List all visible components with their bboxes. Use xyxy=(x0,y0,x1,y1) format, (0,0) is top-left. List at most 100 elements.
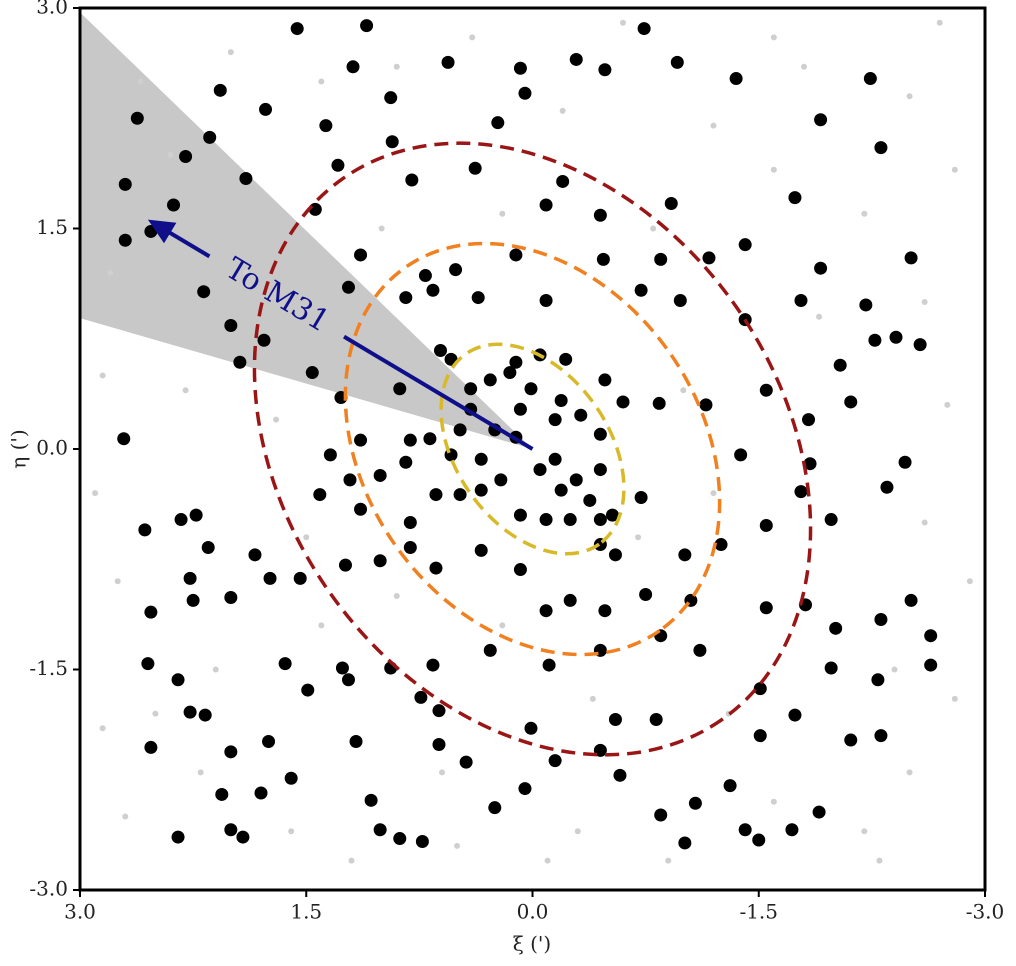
member-star xyxy=(483,373,497,387)
member-star xyxy=(634,283,648,297)
faint-star xyxy=(92,490,99,497)
member-star xyxy=(924,658,938,672)
member-star xyxy=(593,513,607,527)
x-tick-label: -3.0 xyxy=(966,900,1005,924)
member-star xyxy=(598,63,612,77)
member-star xyxy=(197,285,211,299)
member-star xyxy=(305,366,319,380)
member-star xyxy=(503,366,517,380)
member-star xyxy=(753,682,767,696)
member-star xyxy=(494,473,508,487)
member-star xyxy=(364,793,378,807)
member-star xyxy=(144,605,158,619)
y-tick-label: 1.5 xyxy=(36,215,68,239)
member-star xyxy=(539,294,553,308)
faint-star xyxy=(227,49,234,56)
y-tick-label: 3.0 xyxy=(36,0,68,19)
member-star xyxy=(346,60,360,74)
plot-area xyxy=(80,12,973,864)
member-star xyxy=(673,294,687,308)
member-star xyxy=(426,658,440,672)
member-star xyxy=(513,508,527,522)
member-star xyxy=(354,248,368,262)
member-star xyxy=(423,432,437,446)
member-star xyxy=(167,198,181,212)
member-star xyxy=(913,338,927,352)
member-star xyxy=(559,352,573,366)
member-star xyxy=(702,251,716,265)
member-star xyxy=(224,590,238,604)
member-star xyxy=(788,191,802,205)
member-star xyxy=(373,554,387,568)
arrow-shaft xyxy=(343,334,534,451)
member-star xyxy=(634,491,648,505)
member-star xyxy=(596,252,610,266)
member-star xyxy=(236,830,250,844)
faint-star xyxy=(589,695,596,702)
member-star xyxy=(803,457,817,471)
member-star xyxy=(429,561,443,575)
member-star xyxy=(613,768,627,782)
member-star xyxy=(117,432,131,446)
faint-star xyxy=(99,725,106,732)
member-star xyxy=(453,488,467,502)
faint-star xyxy=(635,534,642,541)
member-star xyxy=(513,563,527,577)
member-star xyxy=(824,661,838,675)
member-star xyxy=(654,252,668,266)
faint-star xyxy=(680,387,687,394)
faint-star xyxy=(122,813,129,820)
faint-star xyxy=(152,710,159,717)
arrow-head xyxy=(147,219,177,244)
member-star xyxy=(118,177,132,191)
member-star xyxy=(432,704,446,718)
member-star xyxy=(179,149,193,163)
member-star xyxy=(752,833,766,847)
member-star xyxy=(198,708,212,722)
member-star xyxy=(405,173,419,187)
faint-star xyxy=(288,828,295,835)
member-star xyxy=(593,208,607,222)
member-star xyxy=(812,805,826,819)
member-star xyxy=(794,485,808,499)
member-star xyxy=(593,463,607,477)
member-star xyxy=(415,834,429,848)
member-star xyxy=(343,473,357,487)
member-star xyxy=(429,488,443,502)
faint-star xyxy=(951,695,958,702)
member-star xyxy=(874,141,888,155)
member-star xyxy=(608,548,622,562)
member-star xyxy=(509,248,523,262)
member-star xyxy=(331,158,345,172)
faint-star xyxy=(167,152,174,158)
member-star xyxy=(174,513,188,527)
member-star xyxy=(753,729,767,743)
member-star xyxy=(518,86,532,100)
member-star xyxy=(880,480,894,494)
member-star xyxy=(554,393,568,407)
member-star xyxy=(349,735,363,749)
member-star xyxy=(513,61,527,75)
faint-star xyxy=(906,769,913,776)
member-star xyxy=(734,448,748,462)
member-star xyxy=(259,102,273,116)
member-star xyxy=(248,548,262,562)
member-star xyxy=(313,488,327,502)
member-star xyxy=(464,382,478,396)
member-star xyxy=(844,733,858,747)
faint-star xyxy=(378,225,385,232)
member-star xyxy=(509,355,523,369)
faint-star xyxy=(273,416,280,423)
member-star xyxy=(548,754,562,768)
faint-star xyxy=(318,622,325,629)
member-star xyxy=(759,518,773,532)
faint-star xyxy=(650,225,657,232)
member-star xyxy=(738,238,752,252)
member-star xyxy=(863,72,877,86)
x-axis-label: ξ (') xyxy=(513,932,551,956)
member-star xyxy=(678,548,692,562)
faint-star xyxy=(303,534,310,541)
faint-star xyxy=(966,578,973,585)
member-star xyxy=(605,508,619,522)
